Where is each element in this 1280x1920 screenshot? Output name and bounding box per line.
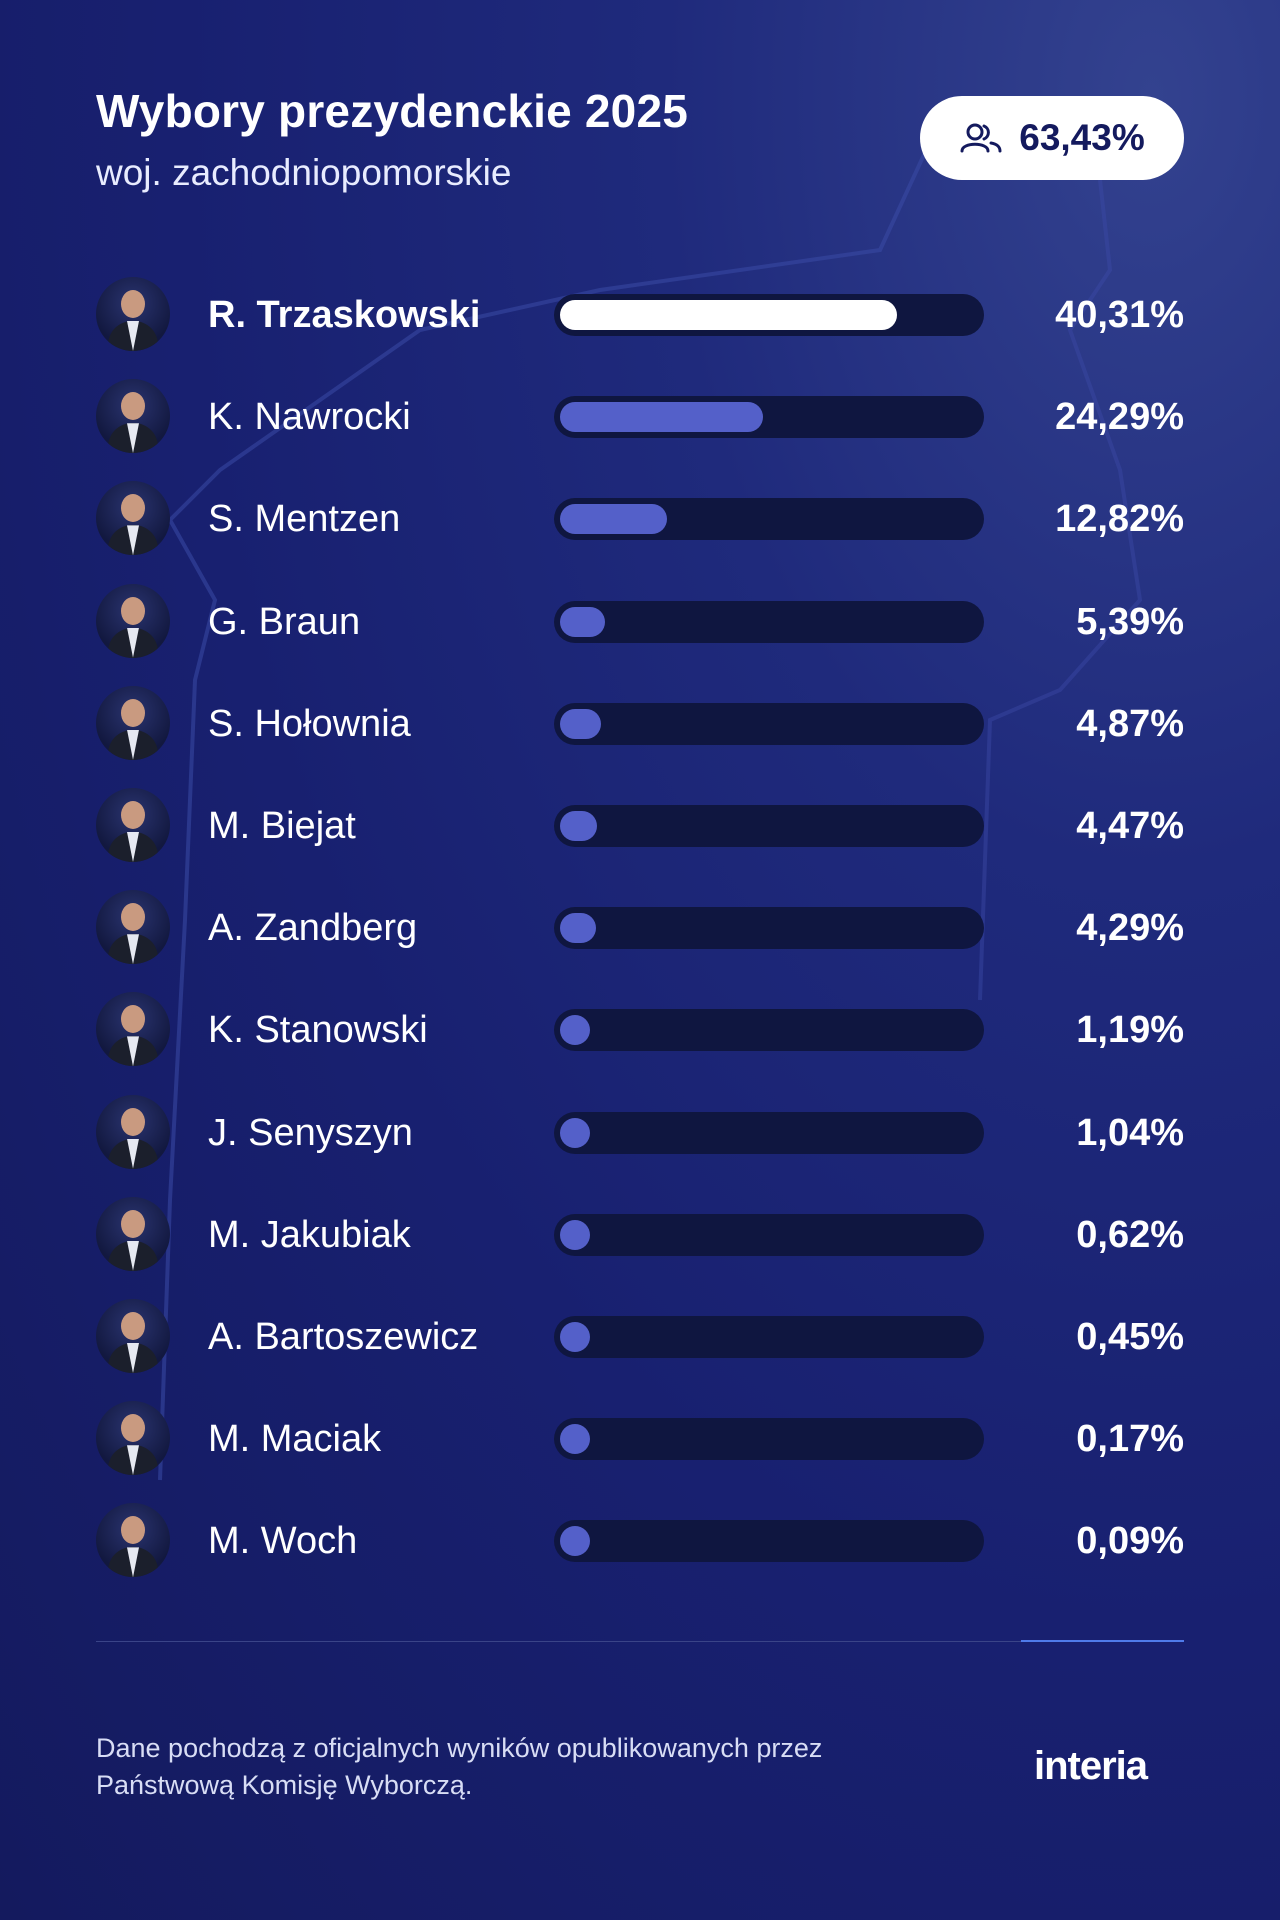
- source-note: Dane pochodzą z oficjalnych wyników opub…: [96, 1733, 823, 1800]
- candidate-name: M. Jakubiak: [208, 1213, 411, 1256]
- candidate-name: J. Senyszyn: [208, 1111, 413, 1154]
- bar: [560, 1219, 590, 1250]
- bar: [560, 1424, 590, 1455]
- candidate-row: A. Bartoszewicz 0,45%: [96, 1299, 1184, 1375]
- candidate-row: G. Braun 5,39%: [96, 583, 1184, 660]
- bar-track: [554, 498, 984, 541]
- data-label: 5,39%: [1076, 600, 1184, 643]
- candidate-name: M. Maciak: [208, 1418, 382, 1461]
- data-label: 4,87%: [1076, 702, 1184, 745]
- bar-track: [554, 1418, 984, 1461]
- candidate-row: M. Woch 0,09%: [96, 1503, 1184, 1579]
- bar-track: [554, 1009, 984, 1052]
- bar: [560, 402, 764, 433]
- header: Wybory prezydenckie 2025 woj. zachodniop…: [96, 84, 688, 194]
- bar: [560, 504, 668, 535]
- candidate-photo: [96, 1299, 170, 1373]
- data-label: 0,09%: [1076, 1520, 1184, 1563]
- candidate-name: K. Stanowski: [208, 1009, 428, 1052]
- candidate-name: G. Braun: [208, 600, 361, 643]
- divider-accent: [1021, 1640, 1184, 1642]
- candidate-photo: [96, 379, 170, 454]
- candidate-photo: [96, 1503, 170, 1578]
- candidate-row: M. Jakubiak 0,62%: [96, 1196, 1184, 1273]
- data-label: 12,82%: [1055, 498, 1184, 541]
- bar: [560, 811, 598, 841]
- turnout-badge: 63,43%: [920, 96, 1184, 180]
- candidate-name: A. Bartoszewicz: [208, 1316, 479, 1358]
- turnout-value: 63,43%: [1019, 117, 1145, 158]
- bar-track: [554, 907, 984, 950]
- candidate-photo: [96, 1196, 170, 1271]
- bar-track: [554, 396, 984, 439]
- candidate-photo: [96, 992, 170, 1067]
- candidate-row: M. Biejat 4,47%: [96, 788, 1184, 864]
- candidate-row: K. Stanowski 1,19%: [96, 992, 1184, 1068]
- bar: [560, 1526, 590, 1557]
- candidate-photo: [96, 788, 170, 862]
- candidate-row: R. Trzaskowski 40,31%: [96, 277, 1184, 353]
- data-label: 0,62%: [1076, 1213, 1184, 1256]
- candidate-photo: [96, 481, 170, 556]
- candidate-name: S. Mentzen: [208, 498, 401, 541]
- bar-track: [554, 294, 984, 336]
- candidate-name: M. Biejat: [208, 805, 356, 847]
- bar-track: [554, 702, 984, 745]
- candidate-row: S. Mentzen 12,82%: [96, 481, 1184, 557]
- candidate-photo: [96, 277, 170, 351]
- candidate-name: R. Trzaskowski: [208, 294, 481, 336]
- candidate-photo: [96, 1094, 170, 1169]
- bar: [560, 913, 596, 944]
- data-label: 0,17%: [1076, 1418, 1184, 1461]
- data-label: 4,29%: [1076, 907, 1184, 950]
- people-icon: [960, 123, 1002, 153]
- chart-title: Wybory prezydenckie 2025: [96, 85, 689, 137]
- bar-track: [554, 1520, 984, 1563]
- candidate-row: S. Hołownia 4,87%: [96, 685, 1184, 762]
- candidate-row: J. Senyszyn 1,04%: [96, 1094, 1184, 1171]
- bar: [560, 708, 601, 739]
- candidate-row: M. Maciak 0,17%: [96, 1401, 1184, 1477]
- candidate-row: A. Zandberg 4,29%: [96, 890, 1184, 966]
- data-label: 40,31%: [1055, 294, 1184, 336]
- candidate-row: K. Nawrocki 24,29%: [96, 379, 1184, 455]
- bar: [560, 606, 606, 637]
- bar-track: [554, 1316, 984, 1358]
- bar-track: [554, 805, 984, 847]
- candidate-photo: [96, 583, 170, 658]
- chart-subtitle: woj. zachodniopomorskie: [96, 152, 512, 193]
- candidate-name: A. Zandberg: [208, 907, 418, 950]
- bar: [560, 1322, 590, 1352]
- data-label: 1,19%: [1076, 1009, 1184, 1052]
- candidate-photo: [96, 890, 170, 965]
- data-label: 0,45%: [1076, 1316, 1184, 1358]
- candidate-photo: [96, 685, 170, 760]
- candidate-name: S. Hołownia: [208, 702, 411, 745]
- candidate-photo: [96, 1401, 170, 1476]
- bar: [560, 300, 897, 330]
- candidate-name: M. Woch: [208, 1520, 358, 1563]
- data-label: 24,29%: [1055, 396, 1184, 439]
- bar: [560, 1117, 590, 1148]
- bar-track: [554, 1111, 984, 1154]
- interia-logo: interia: [1034, 1744, 1148, 1788]
- data-label: 1,04%: [1076, 1111, 1184, 1154]
- bar-track: [554, 600, 984, 643]
- bar-track: [554, 1213, 984, 1256]
- divider: [96, 1641, 1184, 1642]
- data-label: 4,47%: [1076, 805, 1184, 847]
- candidate-name: K. Nawrocki: [208, 396, 411, 439]
- bar: [560, 1015, 590, 1046]
